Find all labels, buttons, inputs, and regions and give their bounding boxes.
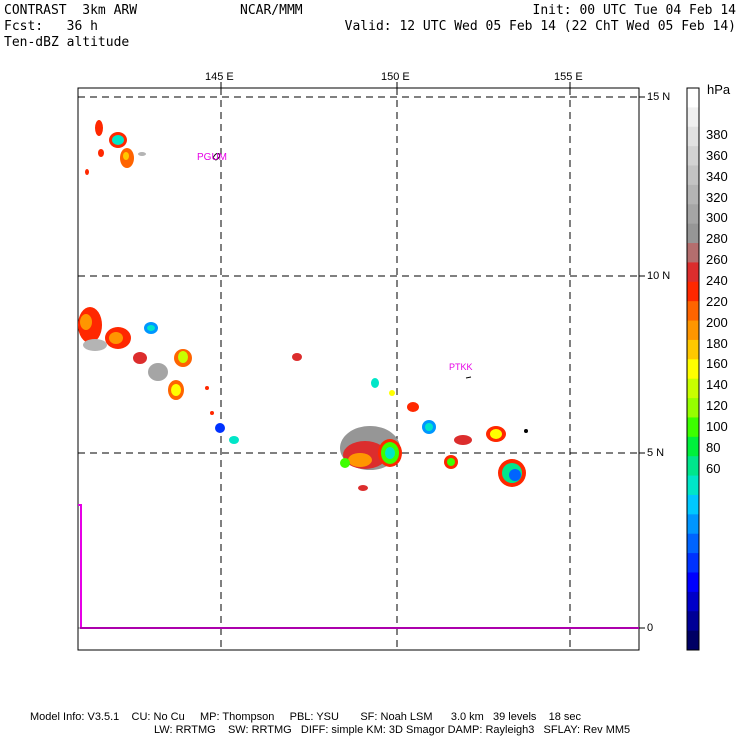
colorbar-tick-label: 240 bbox=[706, 272, 728, 288]
reflectivity-field bbox=[78, 120, 528, 491]
colorbar-tick-label: 280 bbox=[706, 231, 728, 247]
colorbar-tick-label: 220 bbox=[706, 293, 728, 309]
colorbar-unit: hPa bbox=[707, 82, 731, 97]
lon-label-150: 150 E bbox=[381, 71, 410, 83]
footer-physics-info: LW: RRTMG SW: RRTMG DIFF: simple KM: 3D … bbox=[154, 724, 631, 736]
header-org: NCAR/MMM bbox=[240, 3, 303, 18]
colorbar-frame bbox=[686, 87, 700, 651]
colorbar-swatch bbox=[687, 494, 699, 515]
colorbar-swatch bbox=[687, 88, 699, 108]
header-init: Init: 00 UTC Tue 04 Feb 14 bbox=[532, 3, 737, 18]
colorbar-tick-label: 140 bbox=[706, 377, 728, 393]
guam-outline bbox=[212, 153, 221, 161]
colorbar-tick-label: 320 bbox=[706, 189, 728, 205]
colorbar-swatch bbox=[687, 572, 699, 593]
colorbar-swatch bbox=[687, 146, 699, 167]
header-field: Ten-dBZ altitude bbox=[4, 35, 130, 50]
colorbar-swatch bbox=[687, 165, 699, 186]
colorbar-swatch bbox=[687, 281, 699, 302]
colorbar-tick-label: 300 bbox=[706, 210, 728, 226]
colorbar-tick-label: 120 bbox=[706, 398, 728, 414]
colorbar-swatch bbox=[687, 126, 699, 147]
colorbar-swatch bbox=[687, 243, 699, 263]
lon-label-145: 145 E bbox=[205, 71, 234, 83]
map-frame bbox=[77, 87, 640, 651]
axis-ticks bbox=[220, 82, 645, 629]
storm-cluster-center bbox=[340, 378, 436, 491]
colorbar-swatch bbox=[687, 184, 699, 205]
domain-boundary bbox=[78, 504, 639, 629]
storm-cluster-e bbox=[444, 426, 528, 487]
lat-label-10: 10 N bbox=[647, 270, 671, 282]
colorbar-swatch bbox=[687, 630, 699, 651]
colorbar-swatch bbox=[687, 533, 699, 554]
colorbar-tick-label: 80 bbox=[706, 439, 721, 455]
colorbar-swatch bbox=[687, 456, 699, 477]
lat-label-5: 5 N bbox=[647, 447, 665, 459]
colorbar-swatch bbox=[687, 398, 699, 418]
colorbar-swatch bbox=[687, 591, 699, 612]
colorbar-tick-label: 160 bbox=[706, 356, 728, 372]
colorbar-tick-label: 200 bbox=[706, 314, 728, 330]
colorbar-swatch bbox=[687, 475, 699, 496]
colorbar-swatch bbox=[687, 204, 699, 225]
storm-cluster-w bbox=[78, 307, 302, 444]
colorbar-swatch bbox=[687, 301, 699, 322]
ptkk-marker bbox=[465, 376, 472, 379]
colorbar-swatch bbox=[687, 417, 699, 438]
header-forecast: Fcst: 36 h bbox=[4, 19, 98, 34]
colorbar-swatch bbox=[687, 436, 699, 457]
station-label-ptkk: PTKK bbox=[449, 362, 473, 372]
colorbar-swatch bbox=[687, 320, 699, 341]
colorbar-swatch bbox=[687, 339, 699, 360]
colorbar bbox=[686, 87, 700, 651]
colorbar-swatch bbox=[687, 359, 699, 380]
colorbar-tick-label: 380 bbox=[706, 127, 728, 142]
colorbar-swatch bbox=[687, 553, 699, 573]
colorbar-tick-label: 100 bbox=[706, 418, 728, 434]
header-title: CONTRAST 3km ARW bbox=[4, 3, 138, 18]
colorbar-tick-label: 360 bbox=[706, 147, 728, 163]
colorbar-swatch bbox=[687, 378, 699, 399]
colorbar-tick-label: 260 bbox=[706, 252, 728, 268]
colorbar-swatch bbox=[687, 262, 699, 283]
header-valid: Valid: 12 UTC Wed 05 Feb 14 (22 ChT Wed … bbox=[344, 19, 736, 34]
colorbar-tick-label: 180 bbox=[706, 335, 728, 351]
footer-model-info: Model Info: V3.5.1 CU: No Cu MP: Thompso… bbox=[30, 711, 582, 723]
colorbar-tick-label: 340 bbox=[706, 168, 728, 184]
colorbar-swatch bbox=[687, 611, 699, 632]
storm-cluster-nw bbox=[85, 120, 146, 175]
colorbar-swatch bbox=[687, 107, 699, 128]
colorbar-swatch bbox=[687, 223, 699, 244]
colorbar-swatch bbox=[687, 514, 699, 535]
colorbar-tick-label: 60 bbox=[706, 460, 721, 476]
lat-label-15: 15 N bbox=[647, 91, 671, 103]
lon-label-155: 155 E bbox=[554, 71, 583, 83]
station-label-pgum: PGUM bbox=[197, 152, 227, 163]
lat-label-0: 0 bbox=[647, 622, 654, 634]
